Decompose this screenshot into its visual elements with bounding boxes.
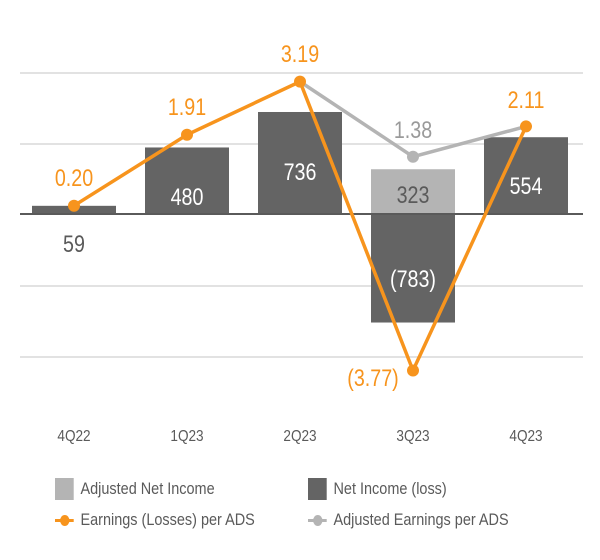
x-tick-label: 3Q23 bbox=[396, 428, 429, 445]
adjusted-eps-label: 1.38 bbox=[394, 116, 432, 143]
bar-label: (783) bbox=[390, 265, 436, 292]
point-4Q23 bbox=[520, 120, 532, 133]
legend-label: Earnings (Losses) per ADS bbox=[80, 510, 255, 529]
bar-label: 480 bbox=[171, 183, 204, 210]
bar-label: 59 bbox=[63, 230, 85, 257]
legend-line-marker bbox=[308, 513, 327, 527]
legend: Adjusted Net Income Net Income (loss) Ea… bbox=[0, 470, 600, 550]
point-1Q23 bbox=[181, 128, 193, 141]
point-2Q23 bbox=[294, 75, 306, 88]
x-tick-label: 4Q23 bbox=[509, 428, 542, 445]
legend-label: Adjusted Net Income bbox=[80, 479, 215, 498]
legend-line-marker bbox=[55, 513, 74, 527]
bar-4Q23 bbox=[484, 137, 568, 214]
bar-1Q23 bbox=[145, 147, 229, 214]
eps-label: 3.19 bbox=[281, 40, 319, 67]
point-3Q23 bbox=[407, 150, 419, 163]
legend-swatch bbox=[308, 478, 327, 500]
x-tick-label: 1Q23 bbox=[170, 428, 203, 445]
x-tick-label: 4Q22 bbox=[57, 428, 90, 445]
eps-label: (3.77) bbox=[347, 364, 398, 391]
x-tick-label: 2Q23 bbox=[283, 428, 316, 445]
bar-2Q23 bbox=[258, 111, 342, 214]
legend-label: Net Income (loss) bbox=[333, 479, 447, 498]
point-4Q22 bbox=[68, 199, 80, 212]
eps-label: 0.20 bbox=[55, 164, 93, 191]
legend-eps: Earnings (Losses) per ADS bbox=[55, 510, 255, 530]
bar-label: 736 bbox=[284, 158, 317, 185]
legend-adjusted-net-income: Adjusted Net Income bbox=[55, 478, 215, 500]
eps-label: 2.11 bbox=[508, 86, 545, 113]
bar-3Q23-adjusted bbox=[371, 169, 455, 214]
chart: 59 480 736 (783) 554 323 0.20 1.91 3.19 (3.77) 2.1… bbox=[20, 40, 583, 445]
bar-3Q23 bbox=[371, 214, 455, 323]
eps-label: 1.91 bbox=[168, 93, 206, 120]
legend-label: Adjusted Earnings per ADS bbox=[333, 510, 509, 529]
legend-swatch bbox=[55, 478, 74, 500]
bar-label: 554 bbox=[510, 172, 543, 199]
bar-label-adjusted: 323 bbox=[397, 181, 430, 208]
legend-net-income: Net Income (loss) bbox=[308, 478, 447, 500]
legend-adjusted-eps: Adjusted Earnings per ADS bbox=[308, 510, 509, 530]
point-3Q23 bbox=[407, 364, 419, 377]
